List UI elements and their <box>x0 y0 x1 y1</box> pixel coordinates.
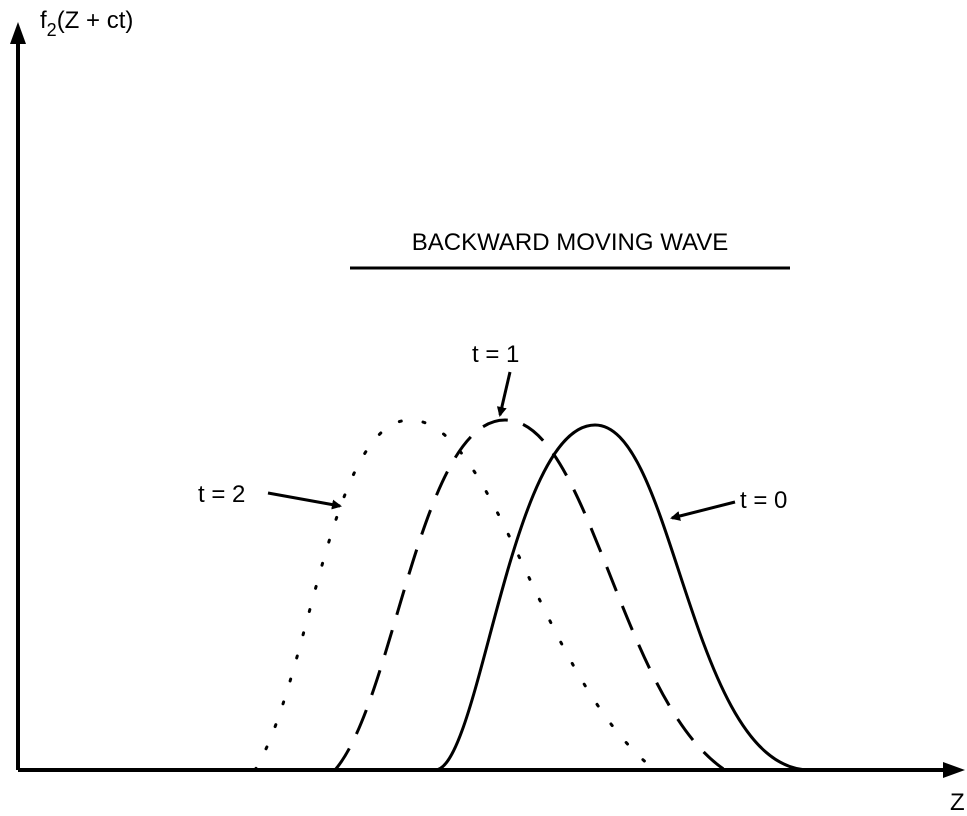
curve-t0 <box>434 423 811 772</box>
y-axis-arrow <box>10 22 26 44</box>
curve-t2 <box>253 418 657 772</box>
label-arrow <box>496 371 512 417</box>
label-arrow <box>267 491 342 510</box>
x-axis-label: Z <box>950 789 965 816</box>
curve-label: t = 2 <box>198 481 245 508</box>
x-axis-arrow <box>943 762 965 778</box>
curve-t1 <box>333 418 726 772</box>
title: BACKWARD MOVING WAVE <box>412 229 728 256</box>
curve-label: t = 0 <box>740 487 787 514</box>
label-arrow <box>670 500 736 521</box>
curve-label: t = 1 <box>472 341 519 368</box>
y-axis-label: f2(Z + ct) <box>40 7 133 40</box>
